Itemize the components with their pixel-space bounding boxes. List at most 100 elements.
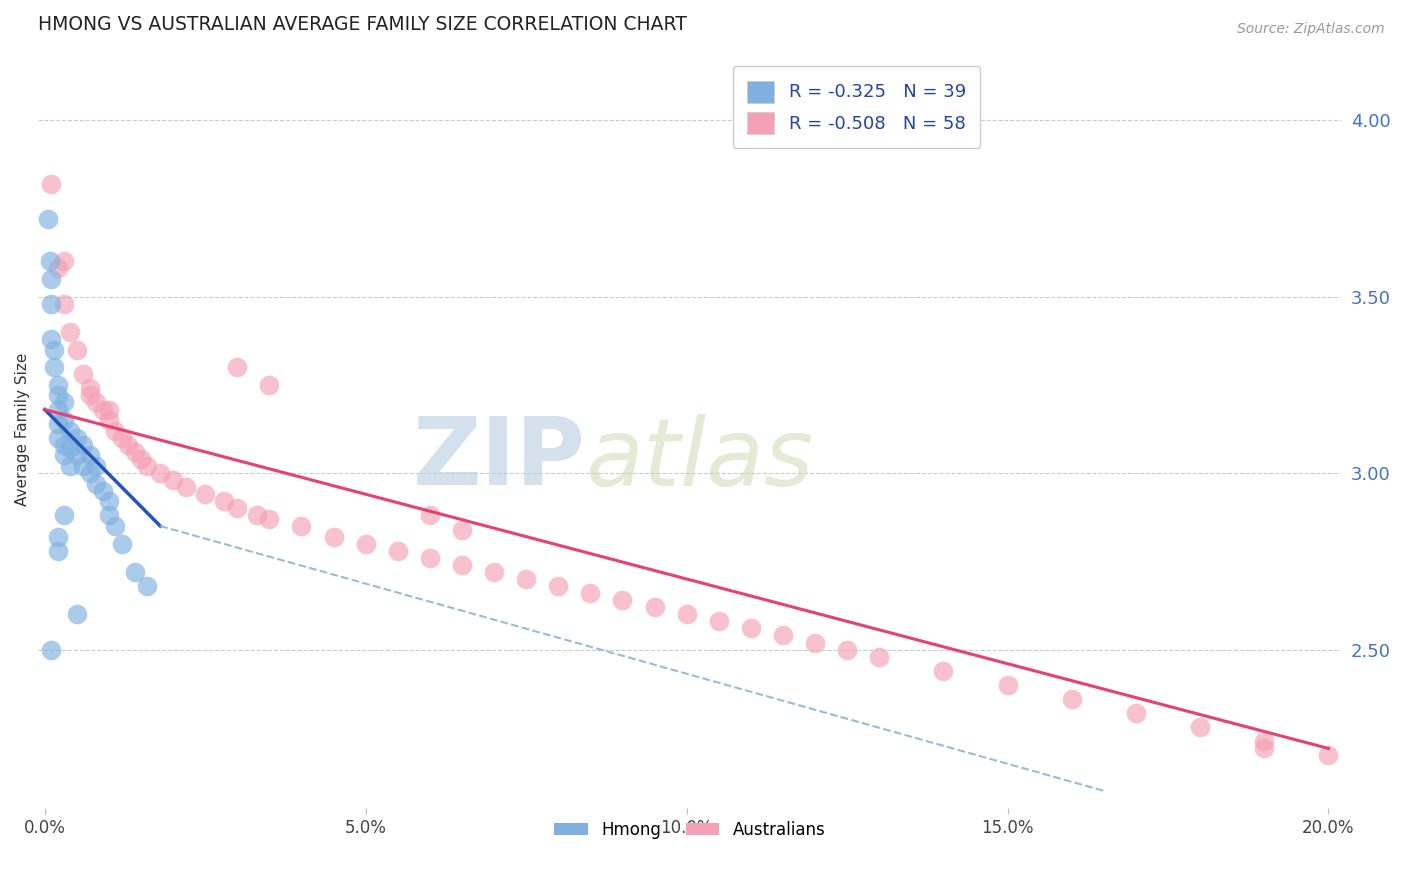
Point <box>259 377 281 392</box>
Point <box>259 512 281 526</box>
Point <box>46 543 69 558</box>
Point <box>53 438 76 452</box>
Point <box>579 586 602 600</box>
Point <box>1317 748 1340 763</box>
Text: ZIP: ZIP <box>413 413 585 505</box>
Point <box>772 628 794 642</box>
Point <box>740 621 762 635</box>
Point <box>59 458 82 473</box>
Point <box>117 438 139 452</box>
Point <box>39 272 62 286</box>
Point <box>84 476 107 491</box>
Text: atlas: atlas <box>585 414 814 505</box>
Point <box>66 607 89 622</box>
Point <box>46 417 69 431</box>
Point <box>707 615 730 629</box>
Point <box>53 254 76 268</box>
Point <box>675 607 697 622</box>
Point <box>612 593 634 607</box>
Point <box>1125 706 1147 720</box>
Point <box>290 519 312 533</box>
Point <box>451 558 474 572</box>
Point <box>997 678 1019 692</box>
Point <box>387 543 409 558</box>
Point <box>66 431 89 445</box>
Point <box>91 483 114 498</box>
Point <box>84 458 107 473</box>
Point <box>136 579 159 593</box>
Text: Source: ZipAtlas.com: Source: ZipAtlas.com <box>1237 22 1385 37</box>
Point <box>835 642 858 657</box>
Point <box>37 211 59 226</box>
Point <box>46 431 69 445</box>
Point <box>97 494 120 508</box>
Point <box>53 449 76 463</box>
Point <box>46 402 69 417</box>
Point <box>39 642 62 657</box>
Point <box>124 445 146 459</box>
Legend: Hmong, Australians: Hmong, Australians <box>548 814 832 846</box>
Point <box>79 466 101 480</box>
Point <box>868 649 890 664</box>
Point <box>419 508 441 523</box>
Point <box>214 494 236 508</box>
Point <box>39 332 62 346</box>
Point <box>53 296 76 310</box>
Point <box>1189 720 1212 734</box>
Point <box>1060 692 1083 706</box>
Point <box>59 325 82 339</box>
Point <box>1253 734 1275 748</box>
Point <box>804 635 827 649</box>
Point <box>482 565 505 579</box>
Point <box>38 254 60 268</box>
Point <box>66 449 89 463</box>
Point <box>644 600 666 615</box>
Point <box>79 449 101 463</box>
Point <box>53 413 76 427</box>
Point <box>46 377 69 392</box>
Point <box>124 565 146 579</box>
Point <box>44 343 66 357</box>
Point <box>72 368 94 382</box>
Point <box>66 343 89 357</box>
Point <box>932 664 955 678</box>
Point <box>104 519 127 533</box>
Point <box>226 360 249 375</box>
Point <box>245 508 267 523</box>
Point <box>39 177 62 191</box>
Point <box>46 261 69 276</box>
Point <box>46 388 69 402</box>
Point <box>72 458 94 473</box>
Point <box>136 458 159 473</box>
Point <box>44 360 66 375</box>
Point <box>79 381 101 395</box>
Point <box>97 413 120 427</box>
Point <box>59 424 82 438</box>
Point <box>97 508 120 523</box>
Point <box>547 579 569 593</box>
Point <box>226 501 249 516</box>
Point <box>72 438 94 452</box>
Point <box>419 550 441 565</box>
Point <box>515 572 537 586</box>
Point <box>322 530 344 544</box>
Point <box>59 442 82 456</box>
Point <box>149 466 172 480</box>
Point <box>79 388 101 402</box>
Point <box>354 537 377 551</box>
Point <box>111 431 134 445</box>
Point <box>129 452 152 467</box>
Point <box>53 395 76 409</box>
Point <box>174 480 197 494</box>
Point <box>162 473 184 487</box>
Point <box>111 537 134 551</box>
Point <box>451 523 474 537</box>
Point <box>104 424 127 438</box>
Point <box>91 402 114 417</box>
Y-axis label: Average Family Size: Average Family Size <box>15 352 30 506</box>
Point <box>46 530 69 544</box>
Point <box>97 402 120 417</box>
Point <box>53 508 76 523</box>
Point <box>84 395 107 409</box>
Point <box>194 487 217 501</box>
